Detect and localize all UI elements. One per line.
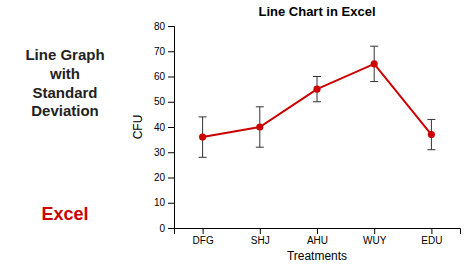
x-tick-label: EDU — [421, 235, 442, 246]
y-tick-label: 80 — [154, 21, 166, 32]
x-tick: SHJ — [251, 228, 270, 246]
x-tick-mark — [260, 228, 261, 234]
y-tick: 50 — [154, 96, 174, 107]
annotation-line: Excel — [41, 204, 88, 224]
line — [203, 64, 432, 137]
y-tick-mark — [168, 102, 174, 103]
y-tick: 60 — [154, 71, 174, 82]
y-tick: 10 — [154, 197, 174, 208]
y-tick: 40 — [154, 122, 174, 133]
y-tick-label: 70 — [154, 46, 166, 57]
annotation-line: with — [49, 65, 80, 82]
y-tick-mark — [168, 127, 174, 128]
x-tick-mark — [317, 228, 318, 234]
y-tick: 20 — [154, 172, 174, 183]
annotation-line: Deviation — [31, 102, 99, 119]
annotations: Line Graph with StandardDeviation Excel — [25, 46, 104, 224]
x-tick-label: AHU — [307, 235, 328, 246]
y-tick-label: 50 — [154, 96, 166, 107]
plot: DFG SHJ AHU WUY EDU 0 10 20 30 40 50 60 70 80 — [154, 21, 461, 246]
y-tick-label: 60 — [154, 71, 166, 82]
y-axis-title: CFU — [131, 115, 145, 140]
x-tick-mark — [374, 228, 375, 234]
y-axis: 0 10 20 30 40 50 60 70 80 — [154, 21, 175, 234]
x-tick: DFG — [193, 228, 214, 246]
point — [313, 86, 320, 93]
error-bar — [427, 119, 435, 149]
y-tick: 70 — [154, 46, 174, 57]
annotation-line: Line Graph — [25, 46, 104, 63]
x-tick-label: WUY — [363, 235, 387, 246]
error-bar — [370, 46, 378, 81]
x-tick: AHU — [307, 228, 328, 246]
chart: Line Graph with StandardDeviation Excel DFG S… — [0, 0, 474, 266]
x-tick-mark — [431, 228, 432, 234]
y-tick-mark — [168, 152, 174, 153]
title: Line Chart in Excel — [258, 4, 375, 19]
x-tick-mark — [203, 228, 204, 234]
y-tick-label: 10 — [154, 197, 166, 208]
x-axis-title: Treatments — [287, 249, 347, 263]
error-bar — [313, 77, 321, 102]
y-tick: 0 — [159, 223, 174, 234]
point — [428, 131, 435, 138]
y-tick-label: 30 — [154, 147, 166, 158]
y-tick-mark — [168, 51, 174, 52]
x-axis-line — [175, 229, 461, 235]
y-tick-mark — [168, 178, 174, 179]
y-tick: 80 — [154, 21, 174, 32]
y-tick-mark — [168, 228, 174, 229]
y-tick-mark — [168, 77, 174, 78]
x-tick: WUY — [363, 228, 387, 246]
annotation-line: Standard — [32, 84, 97, 101]
point — [371, 60, 378, 67]
y-axis-line — [168, 27, 175, 229]
error-bar — [199, 117, 207, 157]
marks — [199, 46, 436, 157]
y-tick-mark — [168, 203, 174, 204]
y-tick-label: 20 — [154, 172, 166, 183]
y-tick-label: 40 — [154, 122, 166, 133]
x-tick-label: DFG — [193, 235, 214, 246]
point — [199, 134, 206, 141]
annotation: Line Graph with StandardDeviation — [25, 46, 104, 119]
point — [256, 123, 263, 130]
x-tick-label: SHJ — [251, 235, 270, 246]
y-tick-label: 0 — [159, 223, 165, 234]
y-tick-mark — [168, 26, 174, 27]
error-bar — [256, 107, 264, 147]
annotation: Excel — [41, 204, 88, 224]
x-tick: EDU — [421, 228, 442, 246]
y-tick: 30 — [154, 147, 174, 158]
x-axis: DFG SHJ AHU WUY EDU — [175, 228, 461, 246]
